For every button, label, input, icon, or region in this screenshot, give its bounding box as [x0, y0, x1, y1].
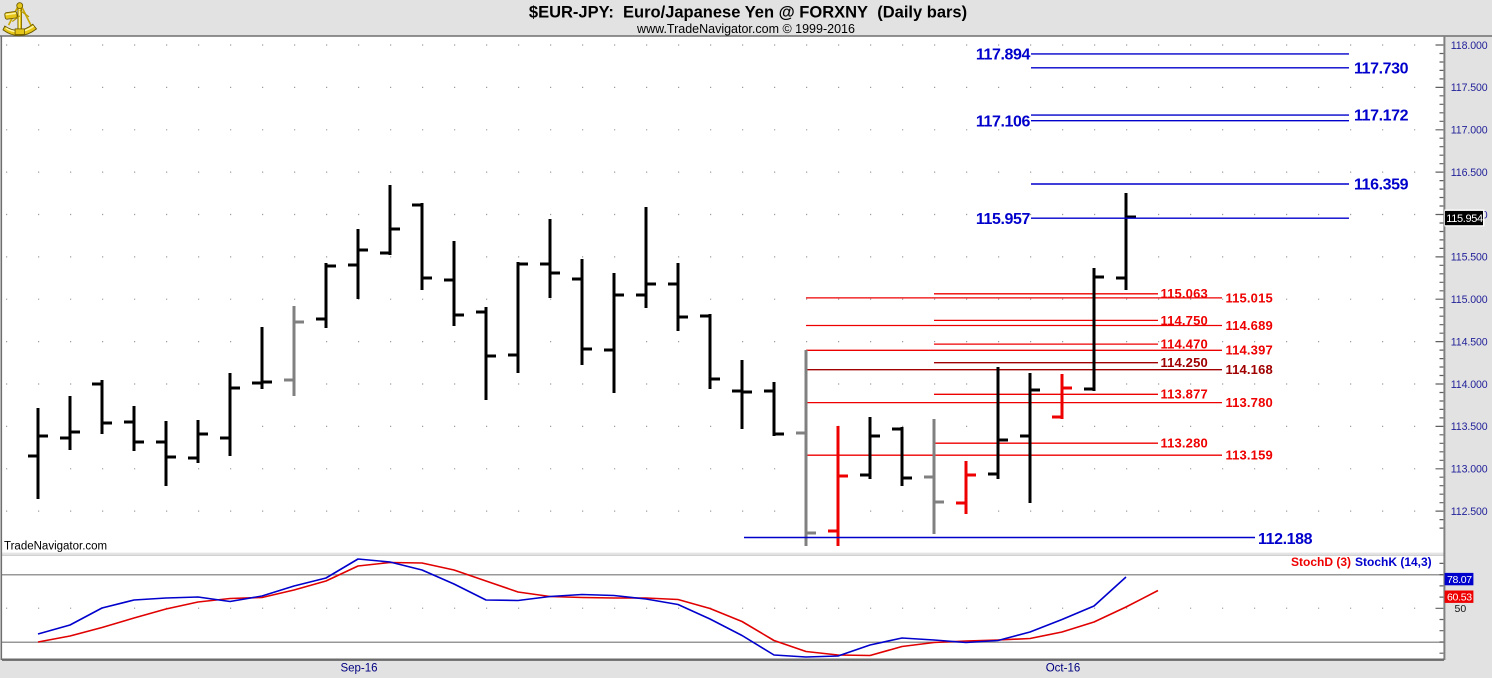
svg-text:116.359: 116.359 [1354, 177, 1409, 194]
svg-text:Sep-16: Sep-16 [340, 663, 377, 675]
svg-text:114.250: 114.250 [1161, 355, 1208, 370]
svg-text:117.894: 117.894 [976, 47, 1031, 64]
svg-text:115.000: 115.000 [1451, 294, 1488, 306]
svg-text:117.500: 117.500 [1451, 82, 1488, 94]
svg-text:TradeNavigator.com: TradeNavigator.com [4, 541, 107, 553]
svg-text:114.689: 114.689 [1226, 318, 1273, 333]
svg-text:117.106: 117.106 [976, 113, 1031, 130]
svg-text:114.397: 114.397 [1226, 343, 1273, 358]
svg-text:116.500: 116.500 [1451, 167, 1488, 179]
svg-text:117.730: 117.730 [1354, 60, 1409, 77]
svg-text:113.500: 113.500 [1451, 421, 1488, 433]
svg-text:113.159: 113.159 [1226, 448, 1273, 463]
svg-text:50: 50 [1455, 603, 1467, 615]
svg-text:114.750: 114.750 [1161, 313, 1208, 328]
svg-text:StochK (14,3): StochK (14,3) [1355, 555, 1432, 569]
svg-text:Oct-16: Oct-16 [1046, 663, 1081, 675]
svg-text:114.500: 114.500 [1451, 336, 1488, 348]
svg-text:113.280: 113.280 [1161, 436, 1208, 451]
svg-text:114.470: 114.470 [1161, 337, 1208, 352]
svg-text:115.500: 115.500 [1451, 252, 1488, 264]
svg-text:117.000: 117.000 [1451, 125, 1488, 137]
svg-text:115.015: 115.015 [1226, 290, 1273, 305]
svg-text:$EUR-JPY: Euro/Japanese Yen @: $EUR-JPY: Euro/Japanese Yen @ FORXNY (Da… [529, 4, 967, 22]
svg-text:114.000: 114.000 [1451, 379, 1488, 391]
svg-text:114.168: 114.168 [1226, 362, 1273, 377]
svg-text:www.TradeNavigator.com © 1999-: www.TradeNavigator.com © 1999-2016 [636, 22, 855, 36]
svg-text:115.957: 115.957 [976, 211, 1031, 228]
svg-text:113.780: 113.780 [1226, 395, 1273, 410]
svg-text:117.172: 117.172 [1354, 108, 1409, 125]
svg-text:StochD (3): StochD (3) [1291, 555, 1351, 569]
svg-text:60.53: 60.53 [1447, 592, 1472, 604]
svg-text:115.954: 115.954 [1446, 213, 1483, 225]
svg-text:118.000: 118.000 [1451, 40, 1488, 52]
svg-text:115.063: 115.063 [1161, 286, 1208, 301]
svg-text:113.877: 113.877 [1161, 387, 1208, 402]
svg-text:112.500: 112.500 [1451, 506, 1488, 518]
svg-text:113.000: 113.000 [1451, 464, 1488, 476]
svg-text:112.188: 112.188 [1258, 531, 1313, 548]
svg-text:78.07: 78.07 [1447, 574, 1472, 586]
